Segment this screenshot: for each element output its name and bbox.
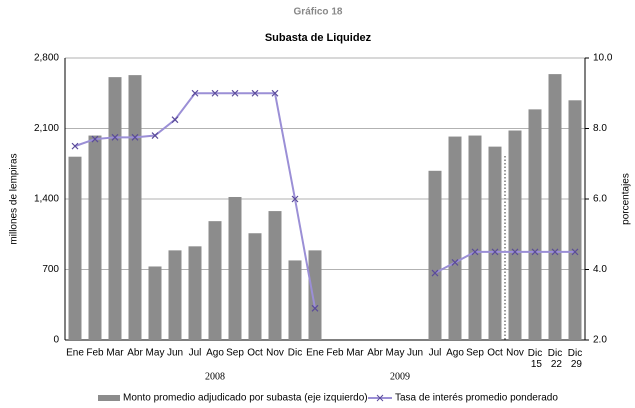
y-axis-label: millones de lempiras (9, 153, 20, 244)
x-tick-label: Oct (247, 348, 263, 359)
legend-label: Tasa de interés promedio ponderado (395, 393, 558, 404)
y-tick-label: 2,100 (34, 123, 59, 134)
marker (231, 89, 239, 97)
marker (111, 133, 119, 141)
y2-tick-label: 6.0 (593, 194, 607, 205)
y2-tick-label: 2.0 (593, 335, 607, 346)
x-tick-label: Dic (288, 348, 302, 359)
legend-marker (376, 394, 384, 402)
chart-subtitle: Subasta de Liquidez (265, 32, 372, 44)
y2-tick-label: 4.0 (593, 264, 607, 275)
x-tick-label: Nov (506, 348, 524, 359)
marker (311, 304, 319, 312)
y2-axis-label: porcentajes (621, 173, 632, 225)
bar (288, 260, 302, 340)
x-tick-label: May (146, 348, 165, 359)
x-tick-label: Mar (106, 348, 124, 359)
bar (208, 221, 222, 340)
marker (431, 269, 439, 277)
legend-swatch (98, 395, 120, 401)
x-tick-label: Dic 15 (528, 348, 543, 370)
marker (491, 248, 499, 256)
y2-tick-label: 10.0 (593, 53, 613, 64)
year-label: 2009 (390, 371, 410, 382)
x-tick-label: Jul (429, 348, 442, 359)
marker (71, 142, 79, 150)
bar (128, 75, 142, 340)
marker (271, 89, 279, 97)
x-tick-label: Ene (66, 348, 84, 359)
bar (308, 250, 322, 340)
x-tick-label: Ago (206, 348, 224, 359)
bar (548, 74, 562, 340)
year-label: 2008 (205, 371, 225, 382)
x-tick-label: Jun (167, 348, 183, 359)
x-tick-label: May (386, 348, 405, 359)
x-tick-label: Sep (226, 348, 244, 359)
x-tick-label: Feb (86, 348, 104, 359)
marker (171, 116, 179, 124)
x-tick-label: Oct (487, 348, 503, 359)
x-tick-label: Nov (266, 348, 284, 359)
y-tick-label: 2,800 (34, 53, 59, 64)
x-tick-label: Dic 22 (548, 348, 563, 370)
y-tick-label: 0 (53, 335, 59, 346)
x-tick-label: Jun (407, 348, 423, 359)
marker (471, 248, 479, 256)
x-tick-label: Ago (446, 348, 464, 359)
marker (551, 248, 559, 256)
x-tick-label: Mar (346, 348, 364, 359)
x-tick-label: Dic 29 (568, 348, 583, 370)
marker (151, 132, 159, 139)
bar (248, 233, 262, 340)
marker (191, 89, 199, 97)
bar (508, 130, 522, 340)
y-tick-label: 700 (42, 264, 59, 275)
marker (91, 135, 99, 143)
marker (451, 259, 459, 266)
bar (188, 246, 202, 340)
x-tick-label: Abr (127, 348, 143, 359)
bar (468, 135, 482, 340)
chart-title: Gráfico 18 (294, 7, 343, 18)
bar (88, 135, 102, 340)
marker (251, 89, 259, 97)
bar (448, 136, 462, 340)
bar (148, 266, 162, 340)
bar (108, 77, 122, 340)
x-tick-label: Abr (367, 348, 383, 359)
marker (571, 248, 579, 256)
x-tick-label: Ene (306, 348, 324, 359)
legend-label: Monto promedio adjudicado por subasta (e… (123, 393, 368, 404)
bar (168, 250, 182, 340)
bar (428, 170, 442, 340)
marker (211, 89, 219, 97)
bar (228, 196, 242, 340)
x-tick-label: Jul (189, 348, 202, 359)
marker (511, 248, 519, 256)
y-tick-label: 1,400 (34, 194, 59, 205)
marker (531, 248, 539, 256)
marker (291, 195, 299, 203)
bar (568, 100, 582, 340)
bar (488, 146, 502, 340)
bar (528, 109, 542, 340)
y2-tick-label: 8.0 (593, 123, 607, 134)
x-tick-label: Feb (326, 348, 344, 359)
bar (68, 156, 82, 340)
bar (268, 211, 282, 340)
x-tick-label: Sep (466, 348, 484, 359)
marker (131, 133, 139, 141)
